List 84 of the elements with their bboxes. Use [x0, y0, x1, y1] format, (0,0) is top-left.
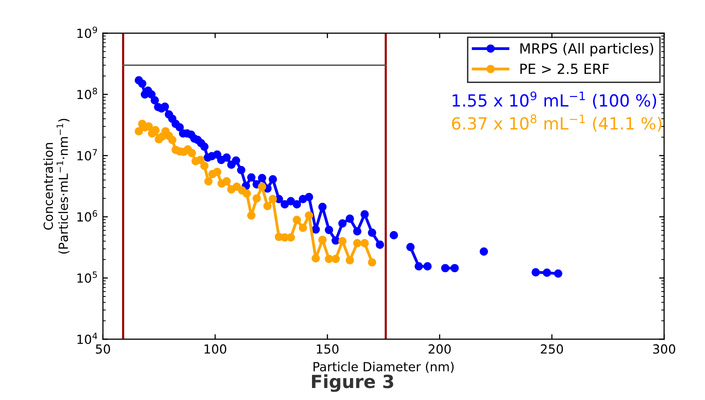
- point: [360, 210, 369, 218]
- annotation: 6.37 x 10$^{8}$ mL$^{−1}$ (41.1 %): [452, 114, 662, 132]
- point: [252, 194, 261, 203]
- point: [268, 194, 278, 204]
- point: [376, 240, 384, 249]
- point: [332, 236, 340, 245]
- x-tick-label: 100: [204, 344, 226, 354]
- point: [480, 247, 488, 256]
- point: [338, 236, 347, 246]
- point: [232, 156, 240, 165]
- point: [286, 233, 295, 242]
- point: [213, 150, 222, 159]
- point: [213, 168, 222, 176]
- point: [554, 269, 562, 278]
- point: [222, 153, 231, 162]
- point: [423, 262, 432, 271]
- point: [368, 228, 376, 237]
- x-tick-label: 150: [316, 344, 338, 354]
- point: [338, 219, 347, 228]
- point: [263, 202, 272, 210]
- point: [406, 242, 415, 252]
- point: [286, 197, 295, 206]
- point: [232, 182, 241, 191]
- x-tick-label: 200: [428, 344, 451, 354]
- x-tick-label: 300: [653, 344, 676, 354]
- annotation: 1.55 x 10$^{9}$ mL$^{−1}$ (100 %): [452, 91, 656, 109]
- point: [324, 254, 334, 264]
- y-tick-label: 10$^{7}$: [77, 149, 97, 160]
- point: [134, 127, 144, 136]
- y-tick-label: 10$^{8}$: [77, 88, 98, 100]
- point: [304, 211, 314, 220]
- point: [304, 192, 314, 202]
- x-axis-title: Particle Diameter (nm): [314, 362, 454, 373]
- point: [138, 79, 146, 88]
- point: [204, 177, 213, 186]
- point: [292, 216, 302, 224]
- point: [258, 182, 266, 191]
- point: [237, 166, 246, 174]
- point: [160, 102, 170, 111]
- point: [298, 224, 308, 232]
- x-tick-label: 250: [540, 344, 563, 354]
- point: [324, 226, 334, 234]
- point: [532, 268, 540, 276]
- x-tick-label: 50: [96, 344, 110, 354]
- caption: Figure 3: [312, 374, 394, 392]
- point: [176, 123, 184, 132]
- point: [200, 162, 209, 170]
- point: [346, 214, 354, 223]
- point: [168, 136, 176, 144]
- point: [353, 239, 362, 248]
- y-tick-label: 10$^{5}$: [77, 272, 97, 283]
- point: [150, 96, 159, 104]
- point: [542, 268, 552, 277]
- point: [200, 142, 209, 151]
- point: [390, 231, 398, 240]
- y-tick-label: 10$^{6}$: [77, 210, 98, 222]
- point: [318, 202, 327, 212]
- point: [196, 156, 205, 164]
- point: [450, 264, 459, 272]
- y-tick-label: 10$^{4}$: [77, 332, 98, 344]
- point: [222, 177, 231, 186]
- point: [147, 90, 156, 99]
- legend-label: PE > 2.5 ERF: [520, 64, 609, 74]
- point: [441, 264, 450, 272]
- point: [414, 262, 423, 271]
- point: [353, 227, 362, 236]
- legend-label: MRPS (All particles): [520, 42, 654, 56]
- point: [280, 200, 289, 208]
- point: [368, 258, 376, 267]
- point: [292, 200, 302, 208]
- point: [312, 254, 320, 262]
- y-tick-label: 10$^{9}$: [77, 26, 98, 38]
- point: [312, 225, 320, 234]
- point: [258, 174, 266, 182]
- point: [268, 175, 278, 184]
- point: [151, 126, 160, 134]
- point: [346, 256, 354, 264]
- point: [360, 239, 369, 248]
- point: [247, 173, 256, 182]
- point: [188, 148, 196, 158]
- point: [242, 189, 251, 198]
- point: [247, 211, 256, 220]
- point: [332, 254, 340, 264]
- y-axis-title: Concentration (Particles·mL$^{−1}$·nm$^{−1}$): [43, 118, 70, 254]
